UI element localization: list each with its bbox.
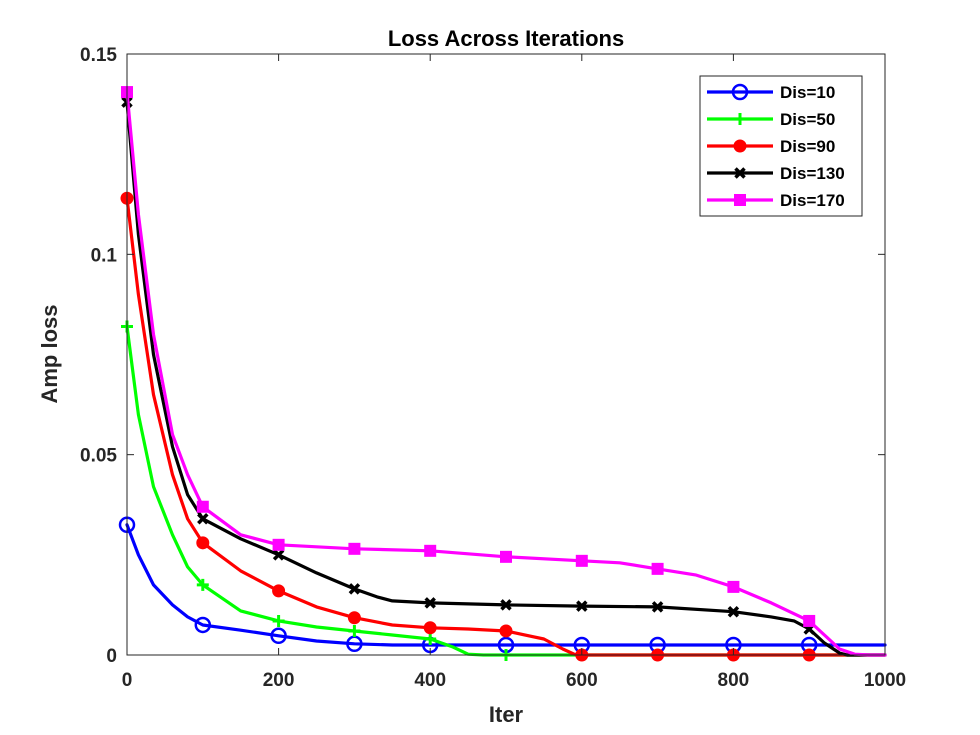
- legend-item-dis-10: Dis=10: [707, 83, 835, 102]
- x-axis-label: Iter: [489, 702, 524, 727]
- data-point-dis-170: [272, 538, 285, 551]
- y-tick-label: 0: [106, 646, 117, 667]
- data-point-dis-170: [196, 500, 209, 513]
- data-point-dis-50: [424, 632, 437, 645]
- data-point-dis-10: [194, 616, 212, 634]
- y-axis-label: Amp loss: [37, 304, 62, 403]
- legend-label: Dis=130: [780, 164, 845, 183]
- legend-label: Dis=170: [780, 191, 845, 210]
- data-point-dis-90: [272, 584, 286, 598]
- data-point-dis-170: [803, 614, 816, 627]
- data-point-dis-170: [348, 542, 361, 555]
- data-point-dis-90: [499, 624, 513, 638]
- data-point-dis-90: [347, 611, 361, 625]
- plot-area-border: [126, 53, 886, 656]
- legend-label: Dis=90: [780, 137, 835, 156]
- data-point-dis-170: [424, 544, 437, 557]
- data-point-dis-130: [727, 605, 740, 618]
- data-point-dis-90: [196, 536, 210, 550]
- legend-item-dis-50: Dis=50: [707, 110, 835, 129]
- legend-marker: [734, 167, 746, 179]
- x-tick-label: 400: [414, 670, 446, 691]
- data-point-dis-130: [272, 549, 285, 561]
- y-tick-label: 0.15: [80, 45, 117, 66]
- x-tick-label: 800: [718, 670, 750, 691]
- data-point-dis-130: [348, 583, 361, 595]
- legend-marker: [734, 113, 746, 125]
- data-point-dis-170: [500, 550, 512, 563]
- y-tick-label: 0.1: [91, 245, 118, 266]
- chart-title: Loss Across Iterations: [388, 26, 624, 51]
- legend-items: Dis=10 Dis=50 Dis=90 Dis=130 Dis=170: [707, 83, 845, 210]
- x-tick-label: 1000: [864, 670, 906, 691]
- legend-item-dis-170: Dis=170: [707, 191, 845, 210]
- legend-item-dis-130: Dis=130: [707, 164, 845, 183]
- data-point-dis-130: [576, 600, 588, 612]
- data-point-dis-50: [196, 578, 209, 591]
- data-point-dis-130: [651, 601, 664, 613]
- legend-marker: [733, 139, 747, 153]
- series-dis-130: [121, 96, 887, 657]
- x-tick-label: 200: [263, 670, 295, 691]
- data-point-dis-10: [270, 627, 287, 645]
- data-point-dis-170: [651, 562, 664, 575]
- y-tick-label: 0.05: [80, 446, 117, 467]
- x-tick-label: 0: [122, 670, 133, 691]
- data-point-dis-170: [575, 554, 588, 567]
- legend: Dis=10 Dis=50 Dis=90 Dis=130 Dis=170: [699, 75, 863, 217]
- legend-item-dis-90: Dis=90: [707, 137, 835, 156]
- data-point-dis-50: [272, 614, 285, 627]
- data-point-dis-170: [727, 580, 740, 593]
- data-point-dis-50: [348, 624, 361, 637]
- data-point-dis-130: [197, 513, 209, 525]
- legend-label: Dis=10: [780, 83, 835, 102]
- legend-box: [699, 75, 863, 217]
- series-line-dis-10: [125, 523, 887, 647]
- data-point-dis-90: [423, 621, 437, 635]
- data-point-dis-130: [500, 599, 512, 611]
- ticks-layer: 0 200 400 600 800 1000 0 0.05 0.1 0.15: [80, 45, 906, 691]
- legend-marker: [731, 83, 749, 101]
- data-point-dis-130: [424, 597, 436, 609]
- legend-label: Dis=50: [780, 110, 835, 129]
- x-tick-label: 600: [566, 670, 598, 691]
- legend-marker: [734, 194, 746, 206]
